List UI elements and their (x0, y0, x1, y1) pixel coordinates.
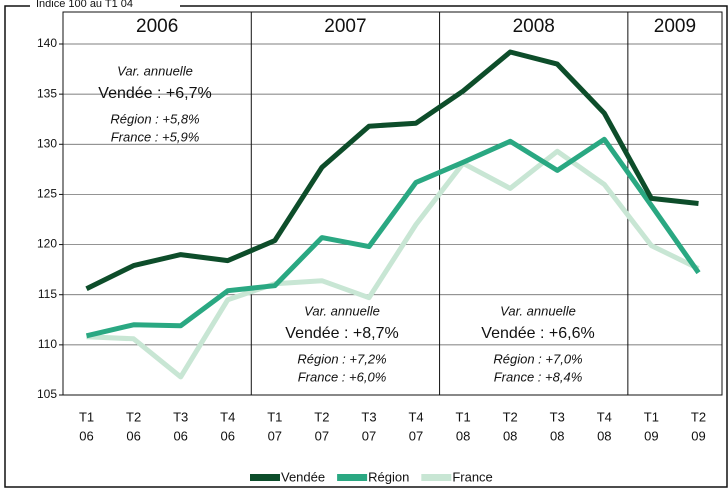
y-tick-label: 115 (38, 287, 57, 301)
annotation-line: France : +8,4% (494, 369, 583, 384)
x-tick-label: T4 (597, 409, 612, 424)
x-tick-label: T2 (691, 409, 706, 424)
y-tick-label: 135 (37, 86, 57, 100)
annotation-line: Région : +7,2% (297, 351, 386, 366)
x-tick-label: T2 (314, 409, 329, 424)
x-tick-label: 07 (362, 428, 376, 443)
x-tick-label: 06 (221, 428, 235, 443)
x-tick-label: T1 (79, 409, 94, 424)
period-label: 2007 (324, 16, 366, 37)
title-bg (30, 0, 180, 12)
legend-swatch (337, 474, 368, 481)
x-tick-label: T4 (220, 409, 235, 424)
annotation-line: France : +5,9% (111, 129, 200, 144)
x-tick-label: 06 (173, 428, 187, 443)
x-tick-label: T3 (173, 409, 188, 424)
annotation-main: Vendée : +6,7% (98, 85, 211, 102)
x-tick-label: 07 (315, 428, 329, 443)
chart-title: Indice 100 au T1 04 (36, 0, 133, 10)
x-tick-label: T4 (408, 409, 423, 424)
plot-border (62, 11, 723, 396)
annotation-title: Var. annuelle (117, 63, 193, 78)
x-tick-label: 07 (268, 428, 282, 443)
annotation-line: France : +6,0% (298, 369, 387, 384)
x-tick-label: 08 (503, 428, 517, 443)
x-tick-label: T3 (550, 409, 565, 424)
x-tick-label: 07 (409, 428, 423, 443)
annotation-main: Vendée : +8,7% (285, 325, 398, 342)
y-tick-label: 125 (37, 187, 57, 201)
annotation-title: Var. annuelle (304, 303, 380, 318)
x-tick-label: T3 (361, 409, 376, 424)
x-tick-label: 08 (597, 428, 611, 443)
legend-label: Région (368, 469, 409, 484)
legend-swatch (250, 474, 280, 481)
legend-label: France (452, 469, 492, 484)
x-tick-label: 06 (79, 428, 93, 443)
line-series (86, 148, 700, 380)
x-tick-label: T1 (267, 409, 282, 424)
x-tick-label: T1 (456, 409, 471, 424)
y-tick-label: 110 (38, 337, 57, 351)
legend-label: Vendée (281, 469, 325, 484)
x-tick-label: T2 (126, 409, 141, 424)
line-series (85, 136, 701, 339)
x-tick-label: 08 (550, 428, 564, 443)
period-label: 2009 (654, 16, 696, 37)
annotation-line: Région : +5,8% (110, 111, 199, 126)
x-tick-label: T2 (503, 409, 518, 424)
x-tick-label: 09 (644, 428, 658, 443)
annotation-title: Var. annuelle (500, 303, 576, 318)
frame (4, 5, 728, 488)
x-tick-label: T1 (644, 409, 659, 424)
x-tick-label: 06 (126, 428, 140, 443)
x-tick-label: 08 (456, 428, 470, 443)
line-series (85, 49, 699, 291)
y-tick-label: 130 (37, 136, 57, 150)
annotation-main: Vendée : +6,6% (481, 325, 594, 342)
annotation-line: Région : +7,0% (493, 351, 582, 366)
x-tick-label: 09 (691, 428, 705, 443)
y-tick-label: 120 (37, 237, 57, 251)
y-tick-label: 105 (37, 387, 57, 401)
y-tick-label: 140 (37, 36, 57, 50)
period-label: 2006 (136, 16, 178, 37)
period-label: 2008 (513, 16, 555, 37)
legend-swatch (421, 474, 452, 481)
